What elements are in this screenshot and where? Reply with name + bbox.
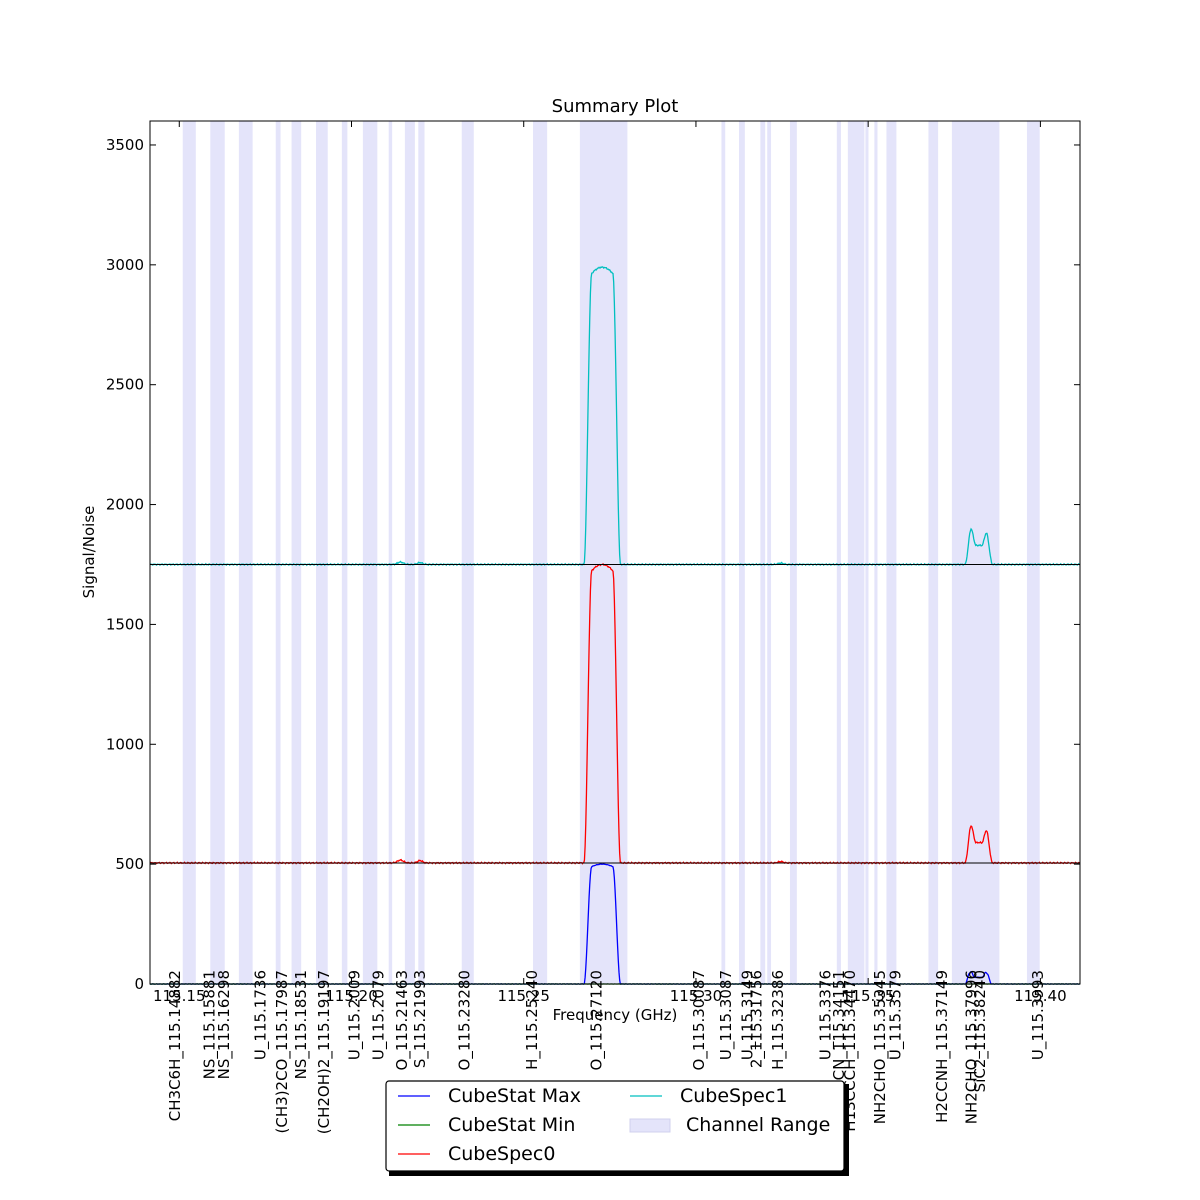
y-tick-label: 0: [134, 975, 144, 993]
x-tick-label: 115.40: [1014, 987, 1067, 1005]
line-id-label: U_115.3376: [816, 970, 835, 1060]
channel-range-band: [210, 121, 225, 984]
y-tick-label: 3500: [106, 136, 144, 154]
y-tick-label: 2000: [106, 496, 144, 514]
line-id-label: NH2CHO_115.35345: [871, 970, 890, 1124]
y-axis: 0 500 1000 1500 2000 2500 3000 3500: [106, 136, 1080, 993]
line-id-label: (CH2OH)2_115.19197: [315, 970, 334, 1134]
channel-range-band: [721, 121, 726, 984]
x-axis-label: Frequency (GHz): [553, 1006, 678, 1024]
channel-range-band: [928, 121, 939, 984]
legend-label: CubeStat Max: [448, 1085, 581, 1107]
line-id-label: U_115.3087: [717, 970, 736, 1060]
reference-lines: [150, 563, 1080, 864]
legend-label: CubeStat Min: [448, 1114, 575, 1136]
channel-range-band: [760, 121, 766, 984]
channel-range-band: [316, 121, 328, 984]
y-tick-label: 3000: [106, 256, 144, 274]
channel-range-band: [461, 121, 474, 984]
channel-range-band: [238, 121, 253, 984]
y-axis-label: Signal/Noise: [80, 506, 98, 599]
line-id-label: U_115.2079: [370, 970, 389, 1060]
channel-range-band: [404, 121, 415, 984]
line-id-label: (CH3)2CO_115.17987: [273, 970, 292, 1133]
x-tick-label: 115.20: [325, 987, 378, 1005]
channel-range-band: [874, 121, 878, 984]
line-id-label: NS_115.16298: [215, 970, 234, 1079]
line-id-label: NS_115.15881: [201, 970, 220, 1079]
legend-label: CubeSpec1: [680, 1085, 787, 1107]
line-id-label: NH2CHO_115.37996: [962, 970, 981, 1124]
channel-range-band: [182, 121, 196, 984]
channel-range-band: [291, 121, 302, 984]
line-id-label: H_115.32386: [769, 970, 788, 1070]
channel-range-band: [865, 121, 869, 984]
line-id-label: O_115.30087: [690, 970, 709, 1070]
line-id-label: O_115.23280: [455, 970, 474, 1070]
channel-range-band: [739, 121, 745, 984]
channel-range-band: [362, 121, 378, 984]
line-id-label: NS_115.18531: [292, 970, 311, 1079]
line-id-label: O_115.27120: [588, 970, 607, 1070]
channel-range-band: [1026, 121, 1040, 984]
legend: CubeStat Max CubeStat Min CubeSpec0 CubeSpe…: [385, 1080, 849, 1176]
channel-range-band: [886, 121, 897, 984]
y-tick-label: 1500: [106, 615, 144, 633]
channel-range-band: [418, 121, 425, 984]
channel-range-band: [836, 121, 841, 984]
x-tick-label: 115.25: [497, 987, 550, 1005]
channel-range-band: [847, 121, 865, 984]
y-tick-label: 500: [115, 855, 144, 873]
legend-label: Channel Range: [686, 1114, 830, 1136]
line-id-label: SiC2_115.38240: [971, 970, 990, 1092]
legend-box: [385, 1080, 845, 1172]
channel-range-band: [388, 121, 393, 984]
x-tick-label: 115.15: [153, 987, 206, 1005]
line-id-label: H_115.25240: [523, 970, 542, 1070]
channel-range-bands: [182, 121, 1040, 984]
line-id-label: U_115.1736: [252, 970, 271, 1060]
channel-range-band: [533, 121, 548, 984]
channel-range-band: [789, 121, 797, 984]
line-id-label: S_115.21993: [411, 970, 430, 1068]
line-id-label: H2CCNH_115.37149: [933, 970, 952, 1123]
channel-range-band: [767, 121, 772, 984]
plot-frame: [149, 120, 1081, 985]
line-id-label: U_115.3149: [738, 970, 757, 1060]
channel-range-band: [341, 121, 348, 984]
line-id-label: U_115.2009: [346, 970, 365, 1060]
x-tick-label: 115.35: [842, 987, 895, 1005]
y-tick-label: 1000: [106, 735, 144, 753]
line-id-label: CH3C6H_115.14882: [166, 970, 185, 1121]
line-id-label: 2_115.31756: [747, 970, 766, 1068]
channel-range-band: [951, 121, 1000, 984]
line-id-label: U_115.3993: [1029, 970, 1048, 1060]
channel-range-band: [275, 121, 281, 984]
y-tick-label: 2500: [106, 376, 144, 394]
x-axis: 115.15 115.20 115.25 115.30 115.35 115.40: [153, 121, 1067, 1005]
line-id-label: U_115.3579: [886, 970, 905, 1060]
chart-title: Summary Plot: [552, 96, 679, 117]
legend-swatch: [629, 1118, 671, 1133]
legend-label: CubeSpec0: [448, 1143, 555, 1165]
x-tick-label: 115.30: [670, 987, 723, 1005]
line-id-labels: CH3C6H_115.14882 NS_115.15881NS_115.16298…: [166, 970, 1048, 1143]
line-id-label: O_115.21463: [393, 970, 412, 1070]
